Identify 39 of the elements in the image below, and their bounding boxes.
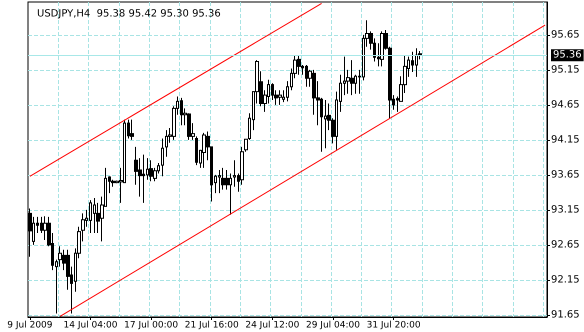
candlestick [89, 200, 92, 234]
text: USDJPY,H4 95.38 95.42 95.30 95.36 [37, 8, 221, 20]
candlestick [233, 160, 236, 188]
x-tick-label: 31 Jul 20:00 [366, 320, 421, 330]
candlestick [161, 138, 164, 177]
y-tick-label: 93.15 [551, 204, 580, 216]
candlestick [149, 160, 153, 182]
candlestick [180, 97, 183, 126]
candlestick [202, 132, 206, 168]
y-tick-label: 94.65 [551, 99, 580, 110]
candlestick [305, 64, 308, 88]
candlestick [165, 130, 168, 158]
candlestick [350, 60, 354, 96]
y-tick-label: 95.15 [551, 64, 580, 76]
candlestick [142, 154, 145, 204]
candlestick [221, 167, 225, 190]
x-tick-label: 21 Jul 16:00 [184, 320, 239, 330]
candlestick [324, 100, 327, 149]
x-tick-label: 29 Jul 04:00 [306, 320, 360, 330]
candlestick [187, 112, 191, 140]
ref-line-label: 95.36 [553, 50, 582, 61]
y-tick-label: 95.65 [551, 29, 580, 40]
x-tick-label: 17 Jul 00:00 [124, 320, 178, 330]
candlestick [229, 173, 232, 216]
candlestick [278, 90, 282, 106]
y-tick-label: 92.15 [551, 274, 580, 286]
candlestick [380, 30, 384, 67]
y-tick-label: 93.65 [551, 169, 580, 180]
candlestick [415, 48, 418, 78]
candlestick [93, 198, 96, 234]
x-tick-label: 9 Jul 2009 [7, 320, 53, 330]
y-tick-label: 91.65 [551, 309, 580, 320]
y-tick-label: 92.65 [551, 239, 580, 250]
candlestick [218, 170, 221, 194]
x-tick-label: 24 Jul 12:00 [245, 320, 300, 330]
y-tick-label: 94.15 [551, 134, 580, 146]
candlestick [130, 119, 134, 140]
x-tick-label: 14 Jul 04:00 [64, 320, 118, 330]
candlestick [297, 54, 301, 76]
